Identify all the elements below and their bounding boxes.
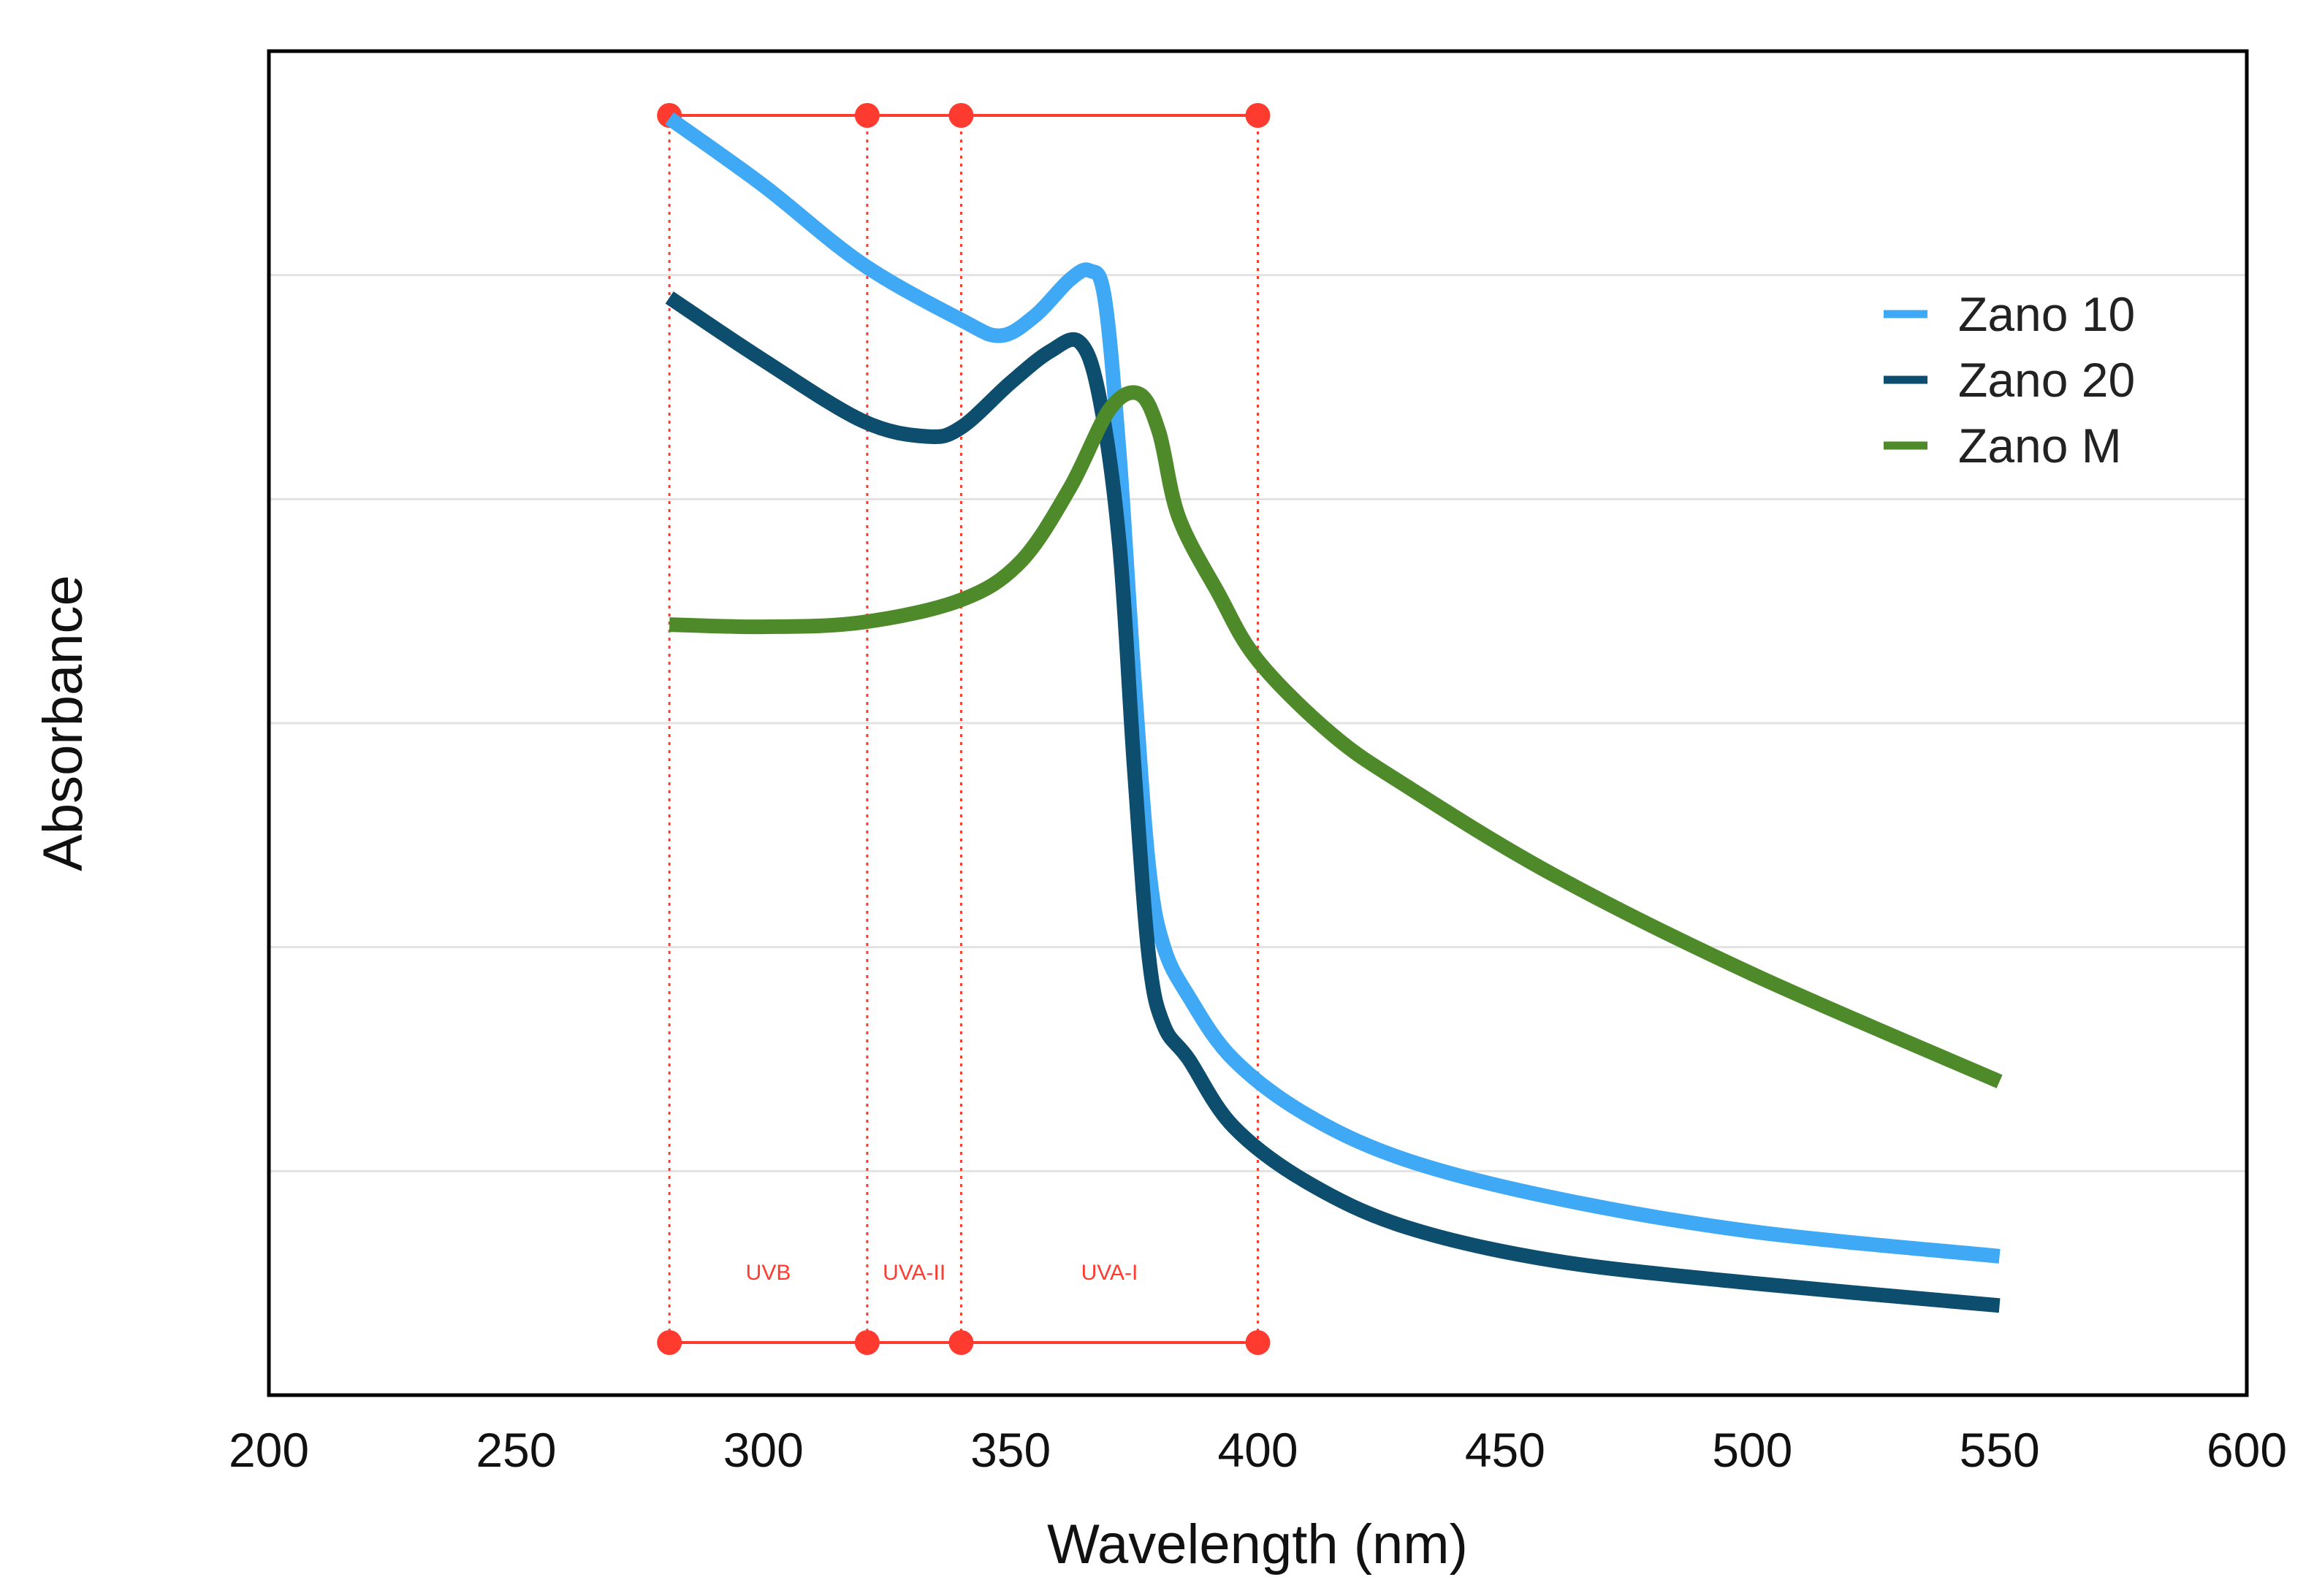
x-tick-label: 600 (2207, 1423, 2287, 1477)
gridlines (269, 274, 2247, 1172)
x-tick-labels: 200 250 300 350 400 450 500 550 600 (229, 1423, 2287, 1477)
x-tick-label: 550 (1960, 1423, 2040, 1477)
band-boundary-dot (948, 103, 974, 128)
band-boundary-dot (948, 1330, 974, 1355)
series-line-zano-m (669, 385, 2003, 1088)
band-boundary-dot (657, 1330, 682, 1355)
legend-label-zano-10: Zano 10 (1958, 287, 2135, 341)
band-boundary-dot (854, 1330, 880, 1355)
x-axis-title: Wavelength (nm) (1047, 1513, 1468, 1576)
series-lines (665, 112, 2003, 1313)
x-tick-label: 450 (1465, 1423, 1545, 1477)
legend: Zano 10 Zano 20 Zano M (1884, 287, 2135, 473)
band-label: UVA-I (1081, 1261, 1138, 1285)
x-tick-label: 350 (970, 1423, 1051, 1477)
legend-label-zano-m: Zano M (1958, 419, 2122, 473)
band-label: UVB (746, 1261, 791, 1285)
x-tick-label: 500 (1712, 1423, 1792, 1477)
x-tick-label: 400 (1217, 1423, 1298, 1477)
x-tick-label: 200 (229, 1423, 309, 1477)
x-tick-label: 300 (723, 1423, 804, 1477)
band-boundary-dot (854, 103, 880, 128)
uv-bands: UVB UVA-II UVA-I (657, 103, 1271, 1355)
band-boundary-dot (1245, 103, 1271, 128)
legend-label-zano-20: Zano 20 (1958, 353, 2135, 407)
plot-frame (267, 49, 2249, 1397)
band-label: UVA-II (883, 1261, 945, 1285)
x-tick-label: 250 (476, 1423, 556, 1477)
y-axis-title: Absorbance (32, 575, 94, 871)
series-line-zano-20 (665, 291, 2001, 1313)
band-boundary-dot (1245, 1330, 1271, 1355)
